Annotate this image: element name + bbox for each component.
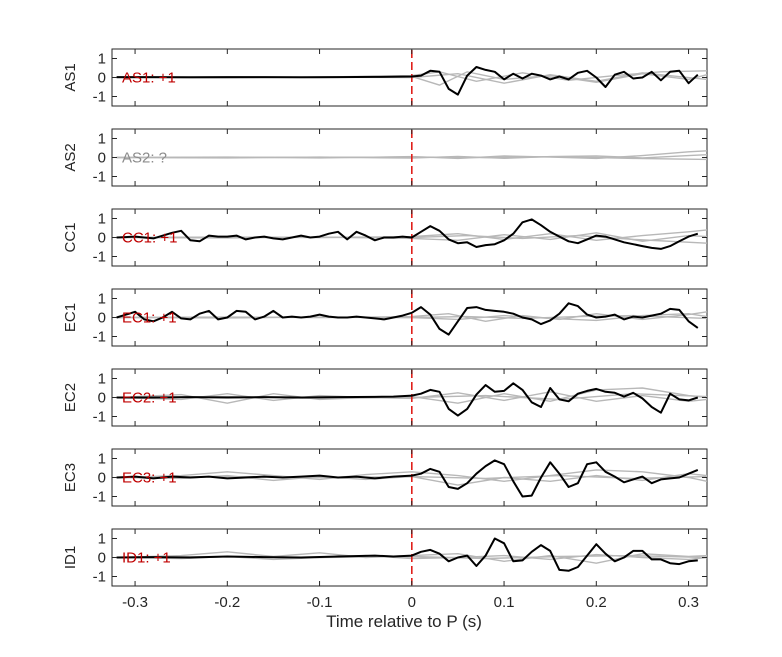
panel-annotation-cc1: CC1: +1 xyxy=(122,230,177,247)
panel-annotation-ec2: EC2: +1 xyxy=(122,390,177,407)
y-tick-label-ec1: 1 xyxy=(98,291,106,308)
x-tick-label: 0.2 xyxy=(586,594,607,611)
y-tick-label-ec3: 0 xyxy=(98,470,106,487)
y-axis-label-as1: AS1 xyxy=(62,63,79,91)
y-tick-label-as1: 0 xyxy=(98,70,106,87)
panel-annotation-id1: ID1: +1 xyxy=(122,550,171,567)
panel-annotation-ec3: EC3: +1 xyxy=(122,470,177,487)
y-tick-label-as1: 1 xyxy=(98,51,106,68)
x-axis-label: Time relative to P (s) xyxy=(326,612,482,631)
reference-trace-ec2-1 xyxy=(116,387,708,404)
y-tick-label-ec1: 0 xyxy=(98,310,106,327)
y-axis-label-id1: ID1 xyxy=(62,546,79,569)
x-tick-label: 0 xyxy=(408,594,416,611)
y-tick-label-cc1: 0 xyxy=(98,230,106,247)
y-tick-label-ec1: -1 xyxy=(93,329,106,346)
trace-ec3 xyxy=(116,459,699,498)
y-tick-label-cc1: 1 xyxy=(98,211,106,228)
y-tick-label-id1: 1 xyxy=(98,531,106,548)
panel-annotation-as1: AS1: +1 xyxy=(122,70,176,87)
x-tick-label: -0.1 xyxy=(307,594,333,611)
y-axis-label-ec1: EC1 xyxy=(62,303,79,332)
y-axis-label-ec3: EC3 xyxy=(62,463,79,492)
trace-id1 xyxy=(116,537,698,572)
y-axis-label-cc1: CC1 xyxy=(62,222,79,252)
reference-trace-as2-3 xyxy=(116,155,708,161)
y-tick-label-as2: -1 xyxy=(93,169,106,186)
y-tick-label-cc1: -1 xyxy=(93,249,106,266)
panel-annotation-ec1: EC1: +1 xyxy=(122,310,177,327)
x-tick-label: 0.3 xyxy=(678,594,699,611)
trace-ec1 xyxy=(116,302,699,336)
y-axis-label-as2: AS2 xyxy=(62,143,79,171)
y-tick-label-as2: 0 xyxy=(98,150,106,167)
y-tick-label-ec2: 0 xyxy=(98,390,106,407)
y-axis-label-ec2: EC2 xyxy=(62,383,79,412)
trace-as1 xyxy=(116,66,699,96)
y-tick-label-id1: -1 xyxy=(93,569,106,586)
x-tick-label: -0.3 xyxy=(122,594,148,611)
trace-cc1 xyxy=(116,218,699,250)
trace-ec2 xyxy=(116,382,699,417)
y-tick-label-as1: -1 xyxy=(93,89,106,106)
reference-trace-ec2-2 xyxy=(116,391,708,403)
y-tick-label-id1: 0 xyxy=(98,550,106,567)
reference-trace-ec3-1 xyxy=(116,469,708,483)
panel-annotation-as2: AS2: ? xyxy=(122,150,167,167)
y-tick-label-ec2: -1 xyxy=(93,409,106,426)
y-tick-label-ec3: 1 xyxy=(98,451,106,468)
y-tick-label-ec3: -1 xyxy=(93,489,106,506)
y-tick-label-ec2: 1 xyxy=(98,371,106,388)
y-tick-label-as2: 1 xyxy=(98,131,106,148)
x-tick-label: 0.1 xyxy=(494,594,515,611)
x-tick-label: -0.2 xyxy=(214,594,240,611)
